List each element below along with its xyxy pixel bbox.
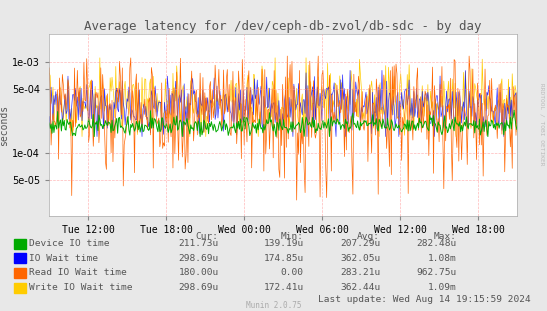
Text: Write IO Wait time: Write IO Wait time bbox=[29, 283, 132, 292]
Text: 180.00u: 180.00u bbox=[178, 268, 219, 277]
Text: Last update: Wed Aug 14 19:15:59 2024: Last update: Wed Aug 14 19:15:59 2024 bbox=[318, 295, 531, 304]
Text: Cur:: Cur: bbox=[196, 232, 219, 241]
Text: 1.08m: 1.08m bbox=[428, 254, 457, 262]
Text: 211.73u: 211.73u bbox=[178, 239, 219, 248]
Text: 282.48u: 282.48u bbox=[416, 239, 457, 248]
Title: Average latency for /dev/ceph-db-zvol/db-sdc - by day: Average latency for /dev/ceph-db-zvol/db… bbox=[84, 20, 482, 33]
Text: RRDTOOL / TOBI OETIKER: RRDTOOL / TOBI OETIKER bbox=[539, 83, 544, 166]
Text: Avg:: Avg: bbox=[357, 232, 380, 241]
Text: Max:: Max: bbox=[434, 232, 457, 241]
Text: Munin 2.0.75: Munin 2.0.75 bbox=[246, 301, 301, 310]
Text: 0.00: 0.00 bbox=[281, 268, 304, 277]
Text: 298.69u: 298.69u bbox=[178, 254, 219, 262]
Text: 962.75u: 962.75u bbox=[416, 268, 457, 277]
Text: Read IO Wait time: Read IO Wait time bbox=[29, 268, 127, 277]
Y-axis label: seconds: seconds bbox=[0, 104, 9, 146]
Text: 1.09m: 1.09m bbox=[428, 283, 457, 292]
Text: 362.44u: 362.44u bbox=[340, 283, 380, 292]
Text: 362.05u: 362.05u bbox=[340, 254, 380, 262]
Text: 283.21u: 283.21u bbox=[340, 268, 380, 277]
Text: Min:: Min: bbox=[281, 232, 304, 241]
Text: 174.85u: 174.85u bbox=[263, 254, 304, 262]
Text: 298.69u: 298.69u bbox=[178, 283, 219, 292]
Text: IO Wait time: IO Wait time bbox=[29, 254, 98, 262]
Text: Device IO time: Device IO time bbox=[29, 239, 109, 248]
Text: 139.19u: 139.19u bbox=[263, 239, 304, 248]
Text: 172.41u: 172.41u bbox=[263, 283, 304, 292]
Text: 207.29u: 207.29u bbox=[340, 239, 380, 248]
